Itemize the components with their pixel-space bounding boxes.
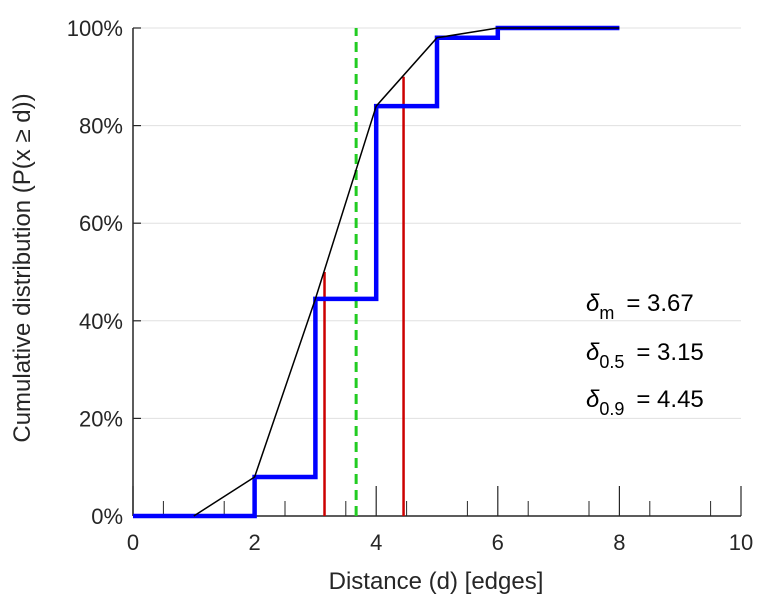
y-tick-label: 20% — [79, 406, 123, 431]
data-series — [133, 25, 620, 519]
y-tick-label: 100% — [67, 16, 123, 41]
x-tick-label: 8 — [613, 530, 625, 555]
x-axis-title: Distance (d) [edges] — [329, 568, 544, 595]
x-tick-label: 6 — [492, 530, 504, 555]
y-tick-label: 40% — [79, 309, 123, 334]
quantile-lines — [323, 28, 405, 516]
x-tick-label: 0 — [127, 530, 139, 555]
cdf-step-line — [133, 25, 620, 519]
stat-p90: δ0.9 = 4.45 — [586, 386, 704, 419]
y-tick-label: 0% — [91, 504, 123, 529]
x-tick-label: 2 — [248, 530, 260, 555]
y-tick-label: 60% — [79, 211, 123, 236]
stat-mean: δm = 3.67 — [586, 290, 694, 323]
grid-lines — [133, 27, 741, 419]
tick-marks — [132, 27, 742, 517]
y-axis-title: Cumulative distribution (P(x ≥ d)) — [9, 93, 36, 442]
x-tick-label: 10 — [729, 530, 753, 555]
cdf-interpolated-line — [193, 27, 620, 517]
x-tick-label: 4 — [370, 530, 382, 555]
stat-median: δ0.5 = 3.15 — [586, 339, 704, 372]
y-tick-label: 80% — [79, 114, 123, 139]
